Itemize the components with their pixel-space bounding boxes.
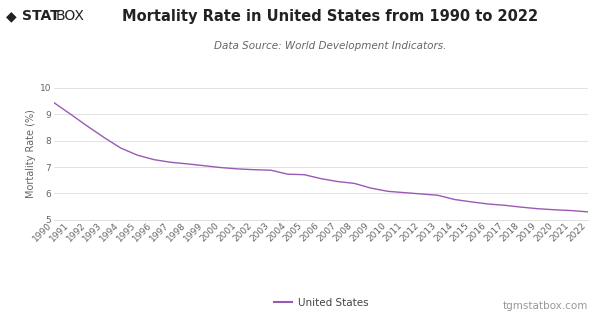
Legend: United States: United States xyxy=(269,294,373,312)
Text: BOX: BOX xyxy=(55,9,84,24)
Y-axis label: Mortality Rate (%): Mortality Rate (%) xyxy=(26,109,35,198)
Text: STAT: STAT xyxy=(22,9,60,24)
Text: ◆: ◆ xyxy=(6,9,17,24)
Text: Data Source: World Development Indicators.: Data Source: World Development Indicator… xyxy=(214,41,446,51)
Text: Mortality Rate in United States from 1990 to 2022: Mortality Rate in United States from 199… xyxy=(122,9,538,24)
Text: tgmstatbox.com: tgmstatbox.com xyxy=(503,301,588,311)
